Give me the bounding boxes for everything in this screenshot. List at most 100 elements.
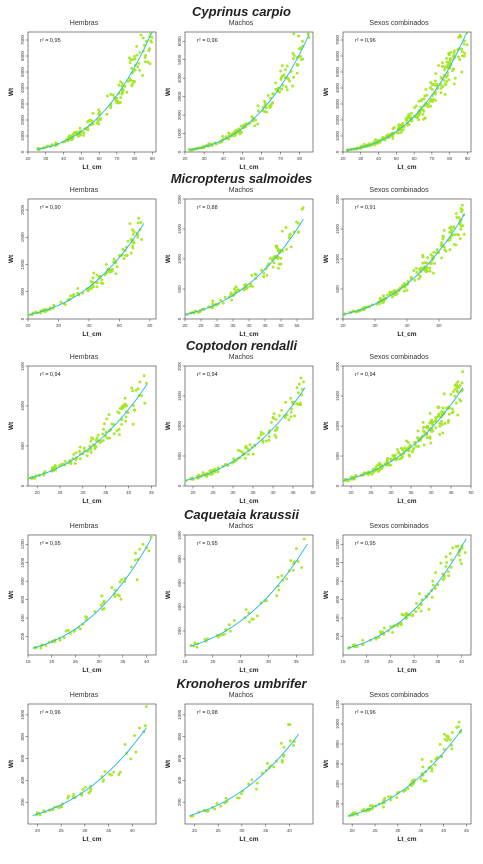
panel-title: Sexos combinados xyxy=(369,20,429,27)
data-point xyxy=(272,92,275,96)
data-point xyxy=(110,422,114,426)
data-point xyxy=(460,381,464,385)
data-point xyxy=(234,289,238,293)
data-point xyxy=(118,770,122,774)
panel-title: Sexos combinados xyxy=(369,354,429,361)
data-point xyxy=(279,256,283,260)
r-squared-label: r² = 0,94 xyxy=(197,372,218,378)
data-point xyxy=(69,294,73,298)
data-point xyxy=(263,99,266,103)
data-point xyxy=(434,72,438,76)
data-point xyxy=(261,432,265,436)
data-point xyxy=(399,456,403,460)
data-point xyxy=(420,266,424,270)
data-point xyxy=(288,739,292,743)
data-point xyxy=(118,101,122,104)
data-point xyxy=(64,459,67,463)
data-point xyxy=(452,225,456,229)
y-axis-label: Wt xyxy=(8,590,15,599)
x-tick-label: 40 xyxy=(459,659,465,664)
data-point xyxy=(442,732,446,736)
data-point xyxy=(272,412,276,416)
x-tick-label: 50 xyxy=(240,156,246,161)
y-tick-label: 7000 xyxy=(335,34,340,45)
data-point xyxy=(441,237,445,241)
data-point xyxy=(405,439,408,443)
x-tick-label: 50 xyxy=(394,156,400,161)
data-point xyxy=(267,438,271,442)
data-point xyxy=(440,419,443,423)
x-tick-label: 30 xyxy=(202,156,208,161)
data-point xyxy=(76,287,80,290)
y-tick-label: 1000 xyxy=(335,130,340,141)
data-point xyxy=(277,262,281,266)
data-point xyxy=(227,137,231,141)
data-point xyxy=(456,413,460,417)
data-point xyxy=(433,83,437,87)
data-point xyxy=(417,606,420,610)
data-point xyxy=(442,392,446,396)
y-tick-label: 5000 xyxy=(335,66,340,77)
data-point xyxy=(86,120,89,124)
data-point xyxy=(452,49,456,53)
y-tick-label: 1200 xyxy=(335,539,340,550)
data-point xyxy=(97,108,101,112)
data-point xyxy=(255,781,259,785)
fitted-curve xyxy=(188,34,310,151)
data-point xyxy=(456,233,459,236)
data-point xyxy=(129,58,133,62)
data-point xyxy=(435,248,439,251)
r-squared-label: r² = 0,96 xyxy=(355,38,376,44)
plot-frame xyxy=(184,534,314,656)
data-point xyxy=(415,601,418,605)
data-point xyxy=(58,638,62,642)
data-point xyxy=(438,432,442,436)
x-axis-label: Lt_cm xyxy=(82,836,101,843)
data-point xyxy=(102,422,106,426)
data-point xyxy=(291,57,295,61)
data-point xyxy=(87,791,91,795)
y-tick-label: 1000 xyxy=(20,709,25,720)
data-point xyxy=(293,414,296,418)
x-tick-label: 35 xyxy=(294,659,300,664)
data-point xyxy=(291,743,295,747)
data-point xyxy=(134,551,137,555)
y-tick-label: 0 xyxy=(20,484,25,487)
data-point xyxy=(416,116,420,120)
data-point xyxy=(91,276,95,280)
data-point xyxy=(459,35,463,38)
data-point xyxy=(453,76,457,80)
data-point xyxy=(434,98,437,102)
y-tick-label: 1200 xyxy=(335,700,340,709)
data-point xyxy=(455,726,459,729)
data-point xyxy=(118,580,122,584)
y-axis-label: Wt xyxy=(165,87,172,96)
data-point xyxy=(287,723,290,726)
data-point xyxy=(440,423,444,426)
data-point xyxy=(72,453,76,456)
data-point xyxy=(296,403,300,406)
fitted-curve xyxy=(346,31,468,151)
data-point xyxy=(133,734,136,737)
data-point xyxy=(429,253,433,256)
x-tick-label: 50 xyxy=(436,323,442,328)
data-point xyxy=(123,403,127,407)
x-tick-label: 30 xyxy=(372,323,378,328)
data-point xyxy=(147,549,151,553)
data-point xyxy=(138,726,141,730)
data-point xyxy=(428,266,432,270)
x-axis-label: Lt_cm xyxy=(239,164,258,171)
data-point xyxy=(248,443,252,447)
data-point xyxy=(133,408,137,412)
data-point xyxy=(88,444,92,448)
scatter-plot: 20 30 40 50 60 70 80 90 0 1000 2000 3000 4000 5000 600… xyxy=(323,31,472,171)
r-squared-label: r² = 0,96 xyxy=(355,710,376,716)
data-point xyxy=(99,116,103,120)
data-point xyxy=(422,443,426,447)
x-tick-label: 20 xyxy=(364,659,370,664)
data-point xyxy=(272,261,276,265)
fitted-curve xyxy=(347,538,467,649)
data-point xyxy=(295,386,299,390)
data-point xyxy=(424,779,428,783)
data-point xyxy=(459,562,463,565)
